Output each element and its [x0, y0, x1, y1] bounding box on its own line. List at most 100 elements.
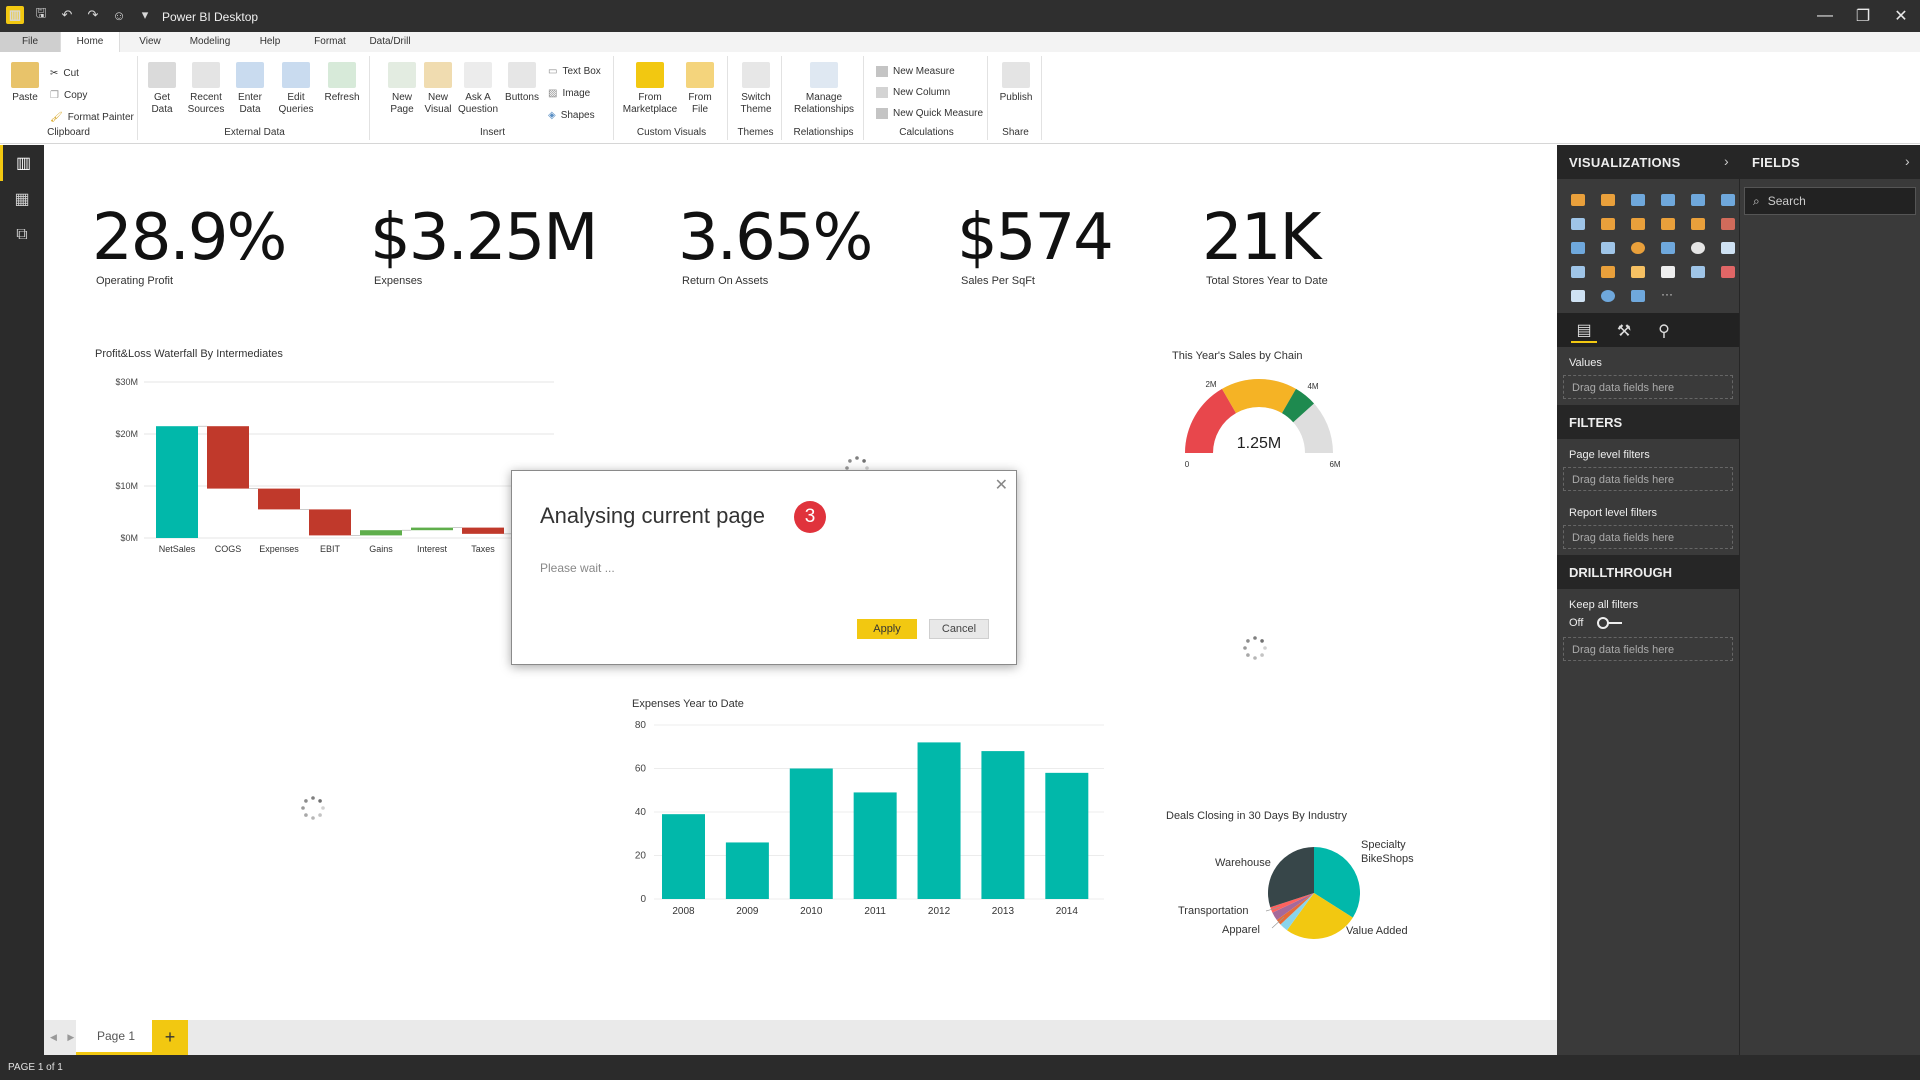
page-filters-drop-well[interactable]: Drag data fields here: [1563, 467, 1733, 491]
analytics-magnifier-icon[interactable]: ⚲: [1658, 323, 1670, 340]
ribbon-chart-icon[interactable]: [1715, 213, 1741, 235]
redo-icon[interactable]: ↷: [87, 7, 99, 22]
apply-button[interactable]: Apply: [857, 619, 917, 639]
data-view-icon[interactable]: ▦: [14, 191, 30, 208]
smiley-feedback-icon[interactable]: ☺: [112, 7, 126, 23]
tab-format[interactable]: Format: [314, 36, 346, 47]
treemap-icon[interactable]: [1685, 237, 1711, 259]
minimize-icon[interactable]: —: [1817, 7, 1833, 24]
map-icon[interactable]: [1715, 237, 1741, 259]
manage-relationships-button[interactable]: Manage Relationships: [788, 62, 860, 116]
restore-icon[interactable]: ❐: [1855, 8, 1871, 25]
gauge-icon[interactable]: [1625, 261, 1651, 283]
buttons-button[interactable]: Buttons: [500, 62, 544, 104]
kpi-icon[interactable]: [1715, 261, 1741, 283]
line-clustered-column-icon[interactable]: [1685, 213, 1711, 235]
refresh-button[interactable]: Refresh: [320, 62, 364, 104]
stacked-area-chart-icon[interactable]: [1625, 213, 1651, 235]
tab-help[interactable]: Help: [259, 36, 281, 47]
tab-view[interactable]: View: [139, 36, 161, 47]
keep-filters-toggle[interactable]: [1597, 617, 1623, 629]
100-column-chart-icon[interactable]: [1715, 189, 1741, 211]
paste-button[interactable]: Paste: [3, 62, 47, 104]
scatter-chart-icon[interactable]: [1595, 237, 1621, 259]
donut-chart-icon[interactable]: [1655, 237, 1681, 259]
area-chart-icon[interactable]: [1595, 213, 1621, 235]
recent-sources-button[interactable]: Recent Sources: [184, 62, 228, 116]
get-data-button[interactable]: Get Data: [140, 62, 184, 116]
clustered-bar-chart-icon[interactable]: [1625, 189, 1651, 211]
kpi-card-expenses[interactable]: $3.25M Expenses: [370, 201, 598, 287]
window-title: Power BI Desktop: [162, 10, 259, 24]
pie-chart-icon[interactable]: [1625, 237, 1651, 259]
cut-button[interactable]: ✂ Cut: [50, 68, 79, 79]
waterfall-chart-icon[interactable]: [1565, 237, 1591, 259]
funnel-icon[interactable]: [1595, 261, 1621, 283]
report-filters-drop-well[interactable]: Drag data fields here: [1563, 525, 1733, 549]
new-measure-button[interactable]: New Measure: [876, 66, 955, 77]
chevron-right-icon[interactable]: ›: [1724, 153, 1729, 169]
fields-header[interactable]: FIELDS ›: [1740, 145, 1920, 179]
new-quick-measure-button[interactable]: New Quick Measure: [876, 108, 983, 119]
ask-question-button[interactable]: Ask A Question: [456, 62, 500, 116]
multi-row-card-icon[interactable]: [1685, 261, 1711, 283]
fields-well-icon[interactable]: ▤: [1571, 319, 1597, 343]
tab-modeling[interactable]: Modeling: [189, 36, 231, 47]
visualizations-header[interactable]: VISUALIZATIONS ›: [1557, 145, 1739, 179]
filled-map-icon[interactable]: [1565, 261, 1591, 283]
clustered-column-chart-icon[interactable]: [1655, 189, 1681, 211]
model-view-icon[interactable]: ⧉: [16, 226, 28, 243]
from-file-button[interactable]: From File: [678, 62, 722, 116]
text-box-button[interactable]: ▭ Text Box: [548, 66, 601, 77]
copy-button[interactable]: ❐ Copy: [50, 90, 87, 101]
edit-queries-button[interactable]: Edit Queries: [274, 62, 318, 116]
r-script-icon[interactable]: [1625, 285, 1651, 307]
from-marketplace-button[interactable]: From Marketplace: [622, 62, 678, 116]
report-view-icon[interactable]: ▥: [0, 145, 44, 181]
enter-data-button[interactable]: Enter Data: [228, 62, 272, 116]
format-paint-roller-icon[interactable]: ⚒: [1616, 323, 1632, 340]
expenses-bar-chart[interactable]: 0 20 40 60 80 2008 2009 2010 2011 2012 2013 2014: [624, 713, 1144, 933]
switch-theme-button[interactable]: Switch Theme: [734, 62, 778, 116]
kpi-card-total-stores[interactable]: 21K Total Stores Year to Date: [1202, 201, 1328, 287]
drillthrough-drop-well[interactable]: Drag data fields here: [1563, 637, 1733, 661]
slicer-icon[interactable]: [1565, 285, 1591, 307]
format-painter-button[interactable]: 🖌 Format Painter: [50, 112, 134, 123]
gauge-chart[interactable]: 1.25M 0 6M 2M 4M: [1174, 373, 1344, 473]
chevron-right-icon[interactable]: ›: [1905, 153, 1910, 169]
tab-home[interactable]: Home: [60, 32, 120, 52]
page-nav-arrows-icon[interactable]: ◀ ▶: [50, 1032, 79, 1042]
pie-slice: [1280, 893, 1314, 931]
stacked-column-chart-icon[interactable]: [1595, 189, 1621, 211]
fields-search-box[interactable]: ⌕ Search: [1744, 187, 1916, 215]
kpi-card-operating-profit[interactable]: 28.9% Operating Profit: [92, 201, 287, 287]
shapes-button[interactable]: ◈ Shapes: [548, 110, 595, 121]
arcgis-icon[interactable]: [1595, 285, 1621, 307]
page-tab-page-1[interactable]: Page 1: [76, 1020, 156, 1055]
customize-toolbar-icon[interactable]: ▾: [141, 7, 149, 22]
dialog-close-icon[interactable]: ✕: [994, 477, 1008, 494]
card-icon[interactable]: [1655, 261, 1681, 283]
tab-file[interactable]: File: [0, 32, 60, 52]
new-page-button[interactable]: New Page: [380, 62, 424, 116]
save-icon[interactable]: 🖫: [35, 5, 47, 20]
more-visuals-icon[interactable]: ···: [1661, 287, 1673, 301]
values-drop-well[interactable]: Drag data fields here: [1563, 375, 1733, 399]
close-icon[interactable]: ✕: [1894, 8, 1908, 25]
add-page-button[interactable]: +: [152, 1020, 188, 1055]
waterfall-chart[interactable]: $0M $10M $20M $30M NetSales COGS Expenses EBIT G…: [84, 370, 564, 570]
line-chart-icon[interactable]: [1565, 213, 1591, 235]
stacked-bar-chart-icon[interactable]: [1565, 189, 1591, 211]
image-button[interactable]: ▨ Image: [548, 88, 590, 99]
publish-button[interactable]: Publish: [994, 62, 1038, 104]
undo-icon[interactable]: ↶: [61, 7, 73, 22]
industry-pie-chart[interactable]: Specialty BikeShops Value Added Apparel Tran…: [1124, 825, 1444, 955]
kpi-card-return-on-assets[interactable]: 3.65% Return On Assets: [678, 201, 873, 287]
cancel-button[interactable]: Cancel: [929, 619, 989, 639]
100-bar-chart-icon[interactable]: [1685, 189, 1711, 211]
tab-data-drill[interactable]: Data/Drill: [369, 36, 411, 47]
kpi-card-sales-per-sqft[interactable]: $574 Sales Per SqFt: [957, 201, 1114, 287]
new-column-button[interactable]: New Column: [876, 87, 950, 98]
new-visual-button[interactable]: New Visual: [416, 62, 460, 116]
line-column-chart-icon[interactable]: [1655, 213, 1681, 235]
